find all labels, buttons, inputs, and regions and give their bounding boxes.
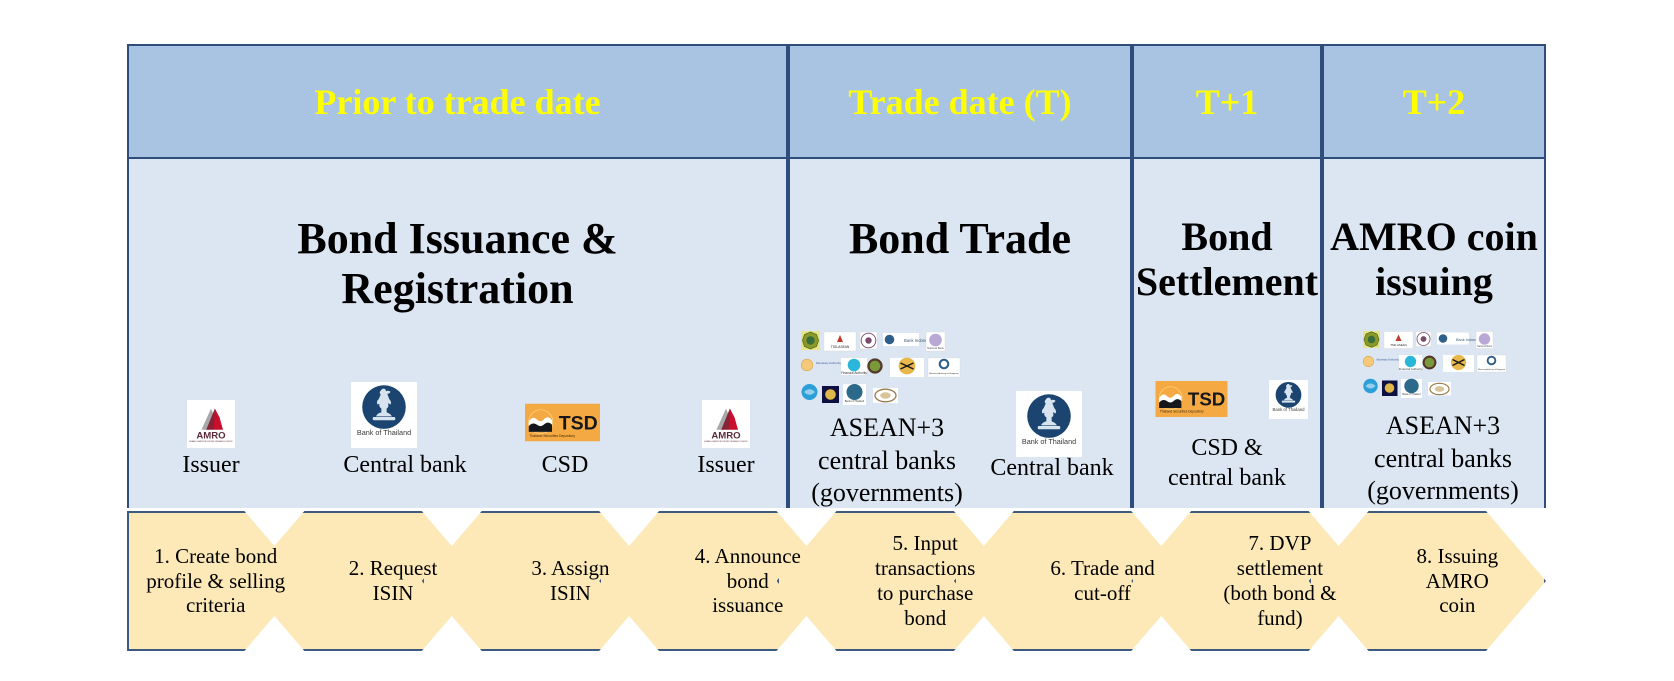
svg-text:Monetary Authority of Singapor: Monetary Authority of Singapore [929,372,960,375]
svg-text:Financial Authority: Financial Authority [1399,367,1423,371]
svg-text:Bank of Thailand: Bank of Thailand [1022,437,1076,446]
svg-text:Bank of Thailand: Bank of Thailand [1403,393,1422,396]
svg-text:AMRO: AMRO [196,430,226,441]
svg-text:National Bank: National Bank [1477,345,1493,348]
svg-text:Financial Authority: Financial Authority [841,371,867,375]
svg-text:Bank of Thailand: Bank of Thailand [357,428,411,437]
svg-text:TSD: TSD [559,412,598,434]
svg-text:TSD-ASEAN: TSD-ASEAN [831,345,850,349]
svg-text:Bank of Thailand: Bank of Thailand [1272,407,1305,412]
svg-text:Bank of Thailand: Bank of Thailand [845,399,865,403]
svg-text:AMRO: AMRO [711,430,741,441]
svg-text:Monetary Authority: Monetary Authority [816,361,842,365]
svg-text:National Bank: National Bank [927,346,944,350]
svg-text:TSD-ASEAN: TSD-ASEAN [1390,343,1407,347]
svg-text:Monetary Authority: Monetary Authority [1377,358,1400,362]
svg-text:Thailand Securities Depository: Thailand Securities Depository [1160,410,1204,414]
svg-text:TSD: TSD [1188,388,1225,409]
svg-text:Monetary Authority of Singapor: Monetary Authority of Singapore [1478,368,1505,371]
svg-text:Thailand Securities Depository: Thailand Securities Depository [530,434,576,438]
